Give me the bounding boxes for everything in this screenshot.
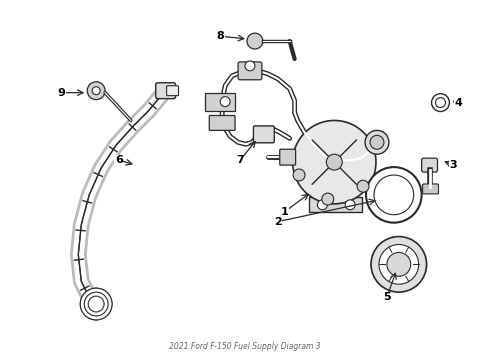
FancyBboxPatch shape xyxy=(253,126,274,143)
FancyBboxPatch shape xyxy=(280,149,295,165)
Circle shape xyxy=(387,252,411,276)
Circle shape xyxy=(245,61,255,71)
Circle shape xyxy=(365,130,389,154)
Circle shape xyxy=(247,33,263,49)
Circle shape xyxy=(374,175,414,215)
Polygon shape xyxy=(310,197,362,212)
Text: 2: 2 xyxy=(274,217,282,227)
Circle shape xyxy=(87,82,105,100)
Circle shape xyxy=(322,193,334,205)
Circle shape xyxy=(84,292,108,316)
FancyBboxPatch shape xyxy=(422,184,439,194)
Circle shape xyxy=(436,98,445,108)
Text: 7: 7 xyxy=(236,155,244,165)
Circle shape xyxy=(370,135,384,149)
Text: 6: 6 xyxy=(115,155,123,165)
Text: 4: 4 xyxy=(454,98,462,108)
Circle shape xyxy=(318,200,327,210)
Circle shape xyxy=(345,200,355,210)
Text: 8: 8 xyxy=(216,31,224,41)
Circle shape xyxy=(220,96,230,107)
Circle shape xyxy=(357,180,369,192)
FancyBboxPatch shape xyxy=(238,62,262,80)
Circle shape xyxy=(366,167,421,223)
Text: 9: 9 xyxy=(57,88,65,98)
Circle shape xyxy=(379,244,418,284)
Circle shape xyxy=(326,154,342,170)
Text: 2021 Ford F-150 Fuel Supply Diagram 3: 2021 Ford F-150 Fuel Supply Diagram 3 xyxy=(169,342,321,351)
Text: 5: 5 xyxy=(383,292,391,302)
Text: 3: 3 xyxy=(449,160,457,170)
Text: 1: 1 xyxy=(281,207,289,217)
Circle shape xyxy=(80,288,112,320)
Circle shape xyxy=(88,296,104,312)
Circle shape xyxy=(371,237,427,292)
Circle shape xyxy=(293,169,305,181)
FancyBboxPatch shape xyxy=(209,116,235,130)
Circle shape xyxy=(293,121,376,204)
FancyBboxPatch shape xyxy=(421,158,438,172)
FancyBboxPatch shape xyxy=(156,83,175,99)
FancyBboxPatch shape xyxy=(167,86,178,96)
Circle shape xyxy=(80,288,112,320)
Polygon shape xyxy=(205,93,235,111)
Circle shape xyxy=(432,94,449,112)
Circle shape xyxy=(92,87,100,95)
